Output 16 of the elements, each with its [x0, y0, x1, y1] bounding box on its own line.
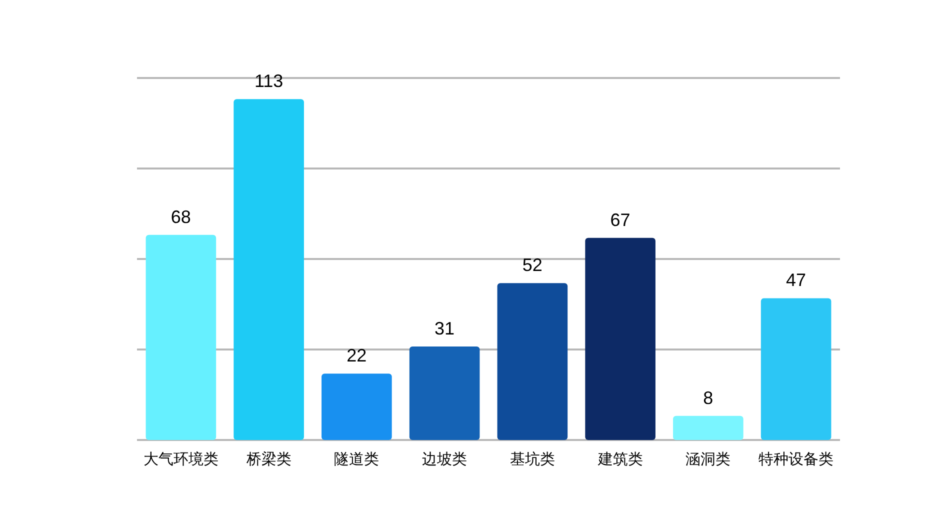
data-label: 52 [522, 255, 542, 276]
x-tick-label: 特种设备类 [758, 450, 834, 468]
data-label: 31 [434, 318, 455, 338]
x-tick-label: 边坡类 [422, 450, 468, 468]
x-tick-label: 基坑类 [510, 450, 555, 468]
data-label: 113 [254, 71, 284, 92]
data-label: 22 [346, 346, 367, 366]
x-tick-label: 建筑类 [596, 450, 643, 468]
x-tick-label: 隧道类 [334, 450, 380, 468]
x-tick-label: 涵洞类 [686, 450, 731, 468]
x-tick-label: 桥梁类 [245, 450, 292, 468]
x-tick-label: 大气环境类 [143, 450, 218, 468]
data-label: 47 [786, 270, 806, 290]
data-label: 68 [170, 206, 191, 227]
data-label: 67 [610, 210, 630, 230]
data-label: 8 [703, 388, 714, 408]
